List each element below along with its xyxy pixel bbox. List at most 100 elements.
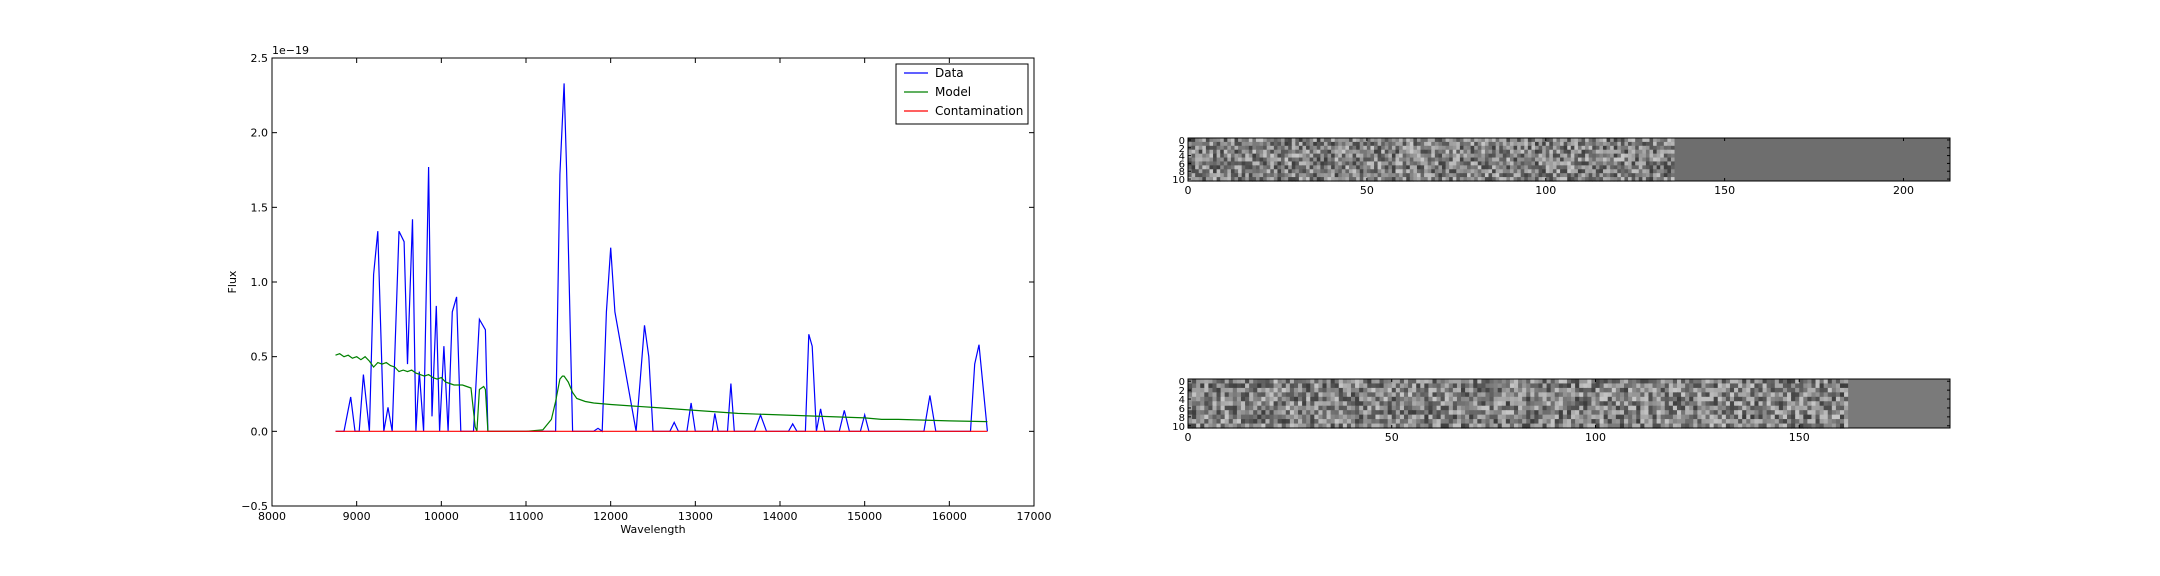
image-pixel (1302, 410, 1307, 416)
image-pixel (1330, 410, 1336, 416)
image-pixel (1350, 419, 1356, 425)
image-pixel (1298, 405, 1303, 411)
image-pixel (1636, 379, 1641, 385)
image-pixel (1611, 423, 1617, 429)
image-pixel (1381, 141, 1386, 147)
image-pixel (1420, 419, 1425, 425)
image-pixel (1277, 161, 1282, 166)
image-pixel (1448, 419, 1454, 425)
image-pixel (1375, 414, 1381, 420)
image-pixel (1807, 383, 1813, 389)
image-pixel (1428, 379, 1434, 385)
image-pixel (1581, 145, 1586, 151)
image-pixel (1438, 169, 1443, 174)
image-pixel (1474, 138, 1479, 143)
image-pixel (1424, 173, 1429, 178)
image-pixel (1456, 173, 1461, 178)
image-pixel (1298, 161, 1304, 166)
y-tick-label: 0 (1179, 377, 1185, 388)
image-pixel (1563, 157, 1568, 163)
image-pixel (1424, 392, 1430, 398)
image-pixel (1595, 423, 1601, 429)
image-pixel (1255, 161, 1261, 166)
image-pixel (1427, 157, 1432, 163)
image-pixel (1355, 392, 1360, 398)
image-pixel (1350, 392, 1356, 398)
image-pixel (1216, 149, 1221, 155)
image-pixel (1611, 379, 1617, 385)
image-pixel (1524, 141, 1529, 147)
image-pixel (1546, 401, 1552, 407)
image-pixel (1416, 396, 1421, 402)
image-pixel (1375, 401, 1381, 407)
image-pixel (1729, 396, 1735, 402)
image-pixel (1567, 157, 1572, 163)
image-pixel (1323, 161, 1329, 166)
image-pixel (1302, 153, 1307, 159)
image-pixel (1570, 177, 1575, 182)
image-pixel (1534, 387, 1540, 393)
image-pixel (1474, 161, 1479, 166)
image-pixel (1232, 410, 1238, 416)
image-pixel (1314, 410, 1319, 416)
image-pixel (1644, 423, 1650, 429)
image-pixel (1550, 405, 1556, 411)
image-pixel (1327, 169, 1332, 174)
image-pixel (1558, 392, 1564, 398)
image-pixel (1252, 153, 1257, 159)
image-pixel (1819, 419, 1825, 425)
image-pixel (1750, 387, 1755, 393)
image-pixel (1656, 423, 1662, 429)
image-pixel (1823, 387, 1829, 393)
image-pixel (1431, 153, 1436, 159)
image-pixel (1306, 379, 1311, 385)
image-pixel (1520, 173, 1525, 178)
image-pixel (1399, 392, 1405, 398)
image-pixel (1399, 165, 1404, 170)
image-pixel (1366, 145, 1372, 151)
image-pixel (1241, 169, 1246, 174)
image-pixel (1228, 392, 1234, 398)
image-pixel (1236, 383, 1242, 389)
image-pixel (1236, 423, 1242, 429)
image-pixel (1452, 414, 1458, 420)
image-pixel (1359, 149, 1364, 155)
image-pixel (1667, 165, 1672, 170)
image-pixel (1334, 423, 1340, 429)
image-pixel (1436, 396, 1442, 402)
image-pixel (1257, 396, 1262, 402)
image-pixel (1346, 410, 1352, 416)
image-pixel (1685, 414, 1690, 420)
image-pixel (1463, 169, 1468, 174)
image-pixel (1664, 401, 1670, 407)
image-pixel (1212, 396, 1218, 402)
image-pixel (1424, 177, 1429, 182)
image-pixel (1558, 401, 1564, 407)
image-pixel (1734, 423, 1739, 429)
image-pixel (1352, 153, 1357, 159)
image-pixel (1635, 138, 1640, 143)
image-pixel (1513, 410, 1519, 416)
image-pixel (1428, 410, 1434, 416)
image-pixel (1273, 396, 1279, 402)
image-pixel (1374, 161, 1379, 166)
image-pixel (1558, 419, 1564, 425)
image-pixel (1298, 414, 1303, 420)
image-pixel (1660, 396, 1666, 402)
image-pixel (1452, 141, 1457, 147)
image-pixel (1685, 383, 1690, 389)
image-pixel (1224, 405, 1230, 411)
image-pixel (1416, 379, 1421, 385)
image-pixel (1774, 396, 1780, 402)
image-pixel (1431, 149, 1436, 155)
image-pixel (1355, 401, 1360, 407)
image-pixel (1577, 169, 1583, 174)
image-pixel (1399, 157, 1404, 163)
image-pixel (1628, 379, 1633, 385)
image-pixel (1387, 396, 1393, 402)
image-pixel (1656, 161, 1661, 166)
image-pixel (1619, 387, 1625, 393)
image-pixel (1366, 149, 1372, 155)
image-pixel (1542, 410, 1548, 416)
image-pixel (1681, 410, 1686, 416)
